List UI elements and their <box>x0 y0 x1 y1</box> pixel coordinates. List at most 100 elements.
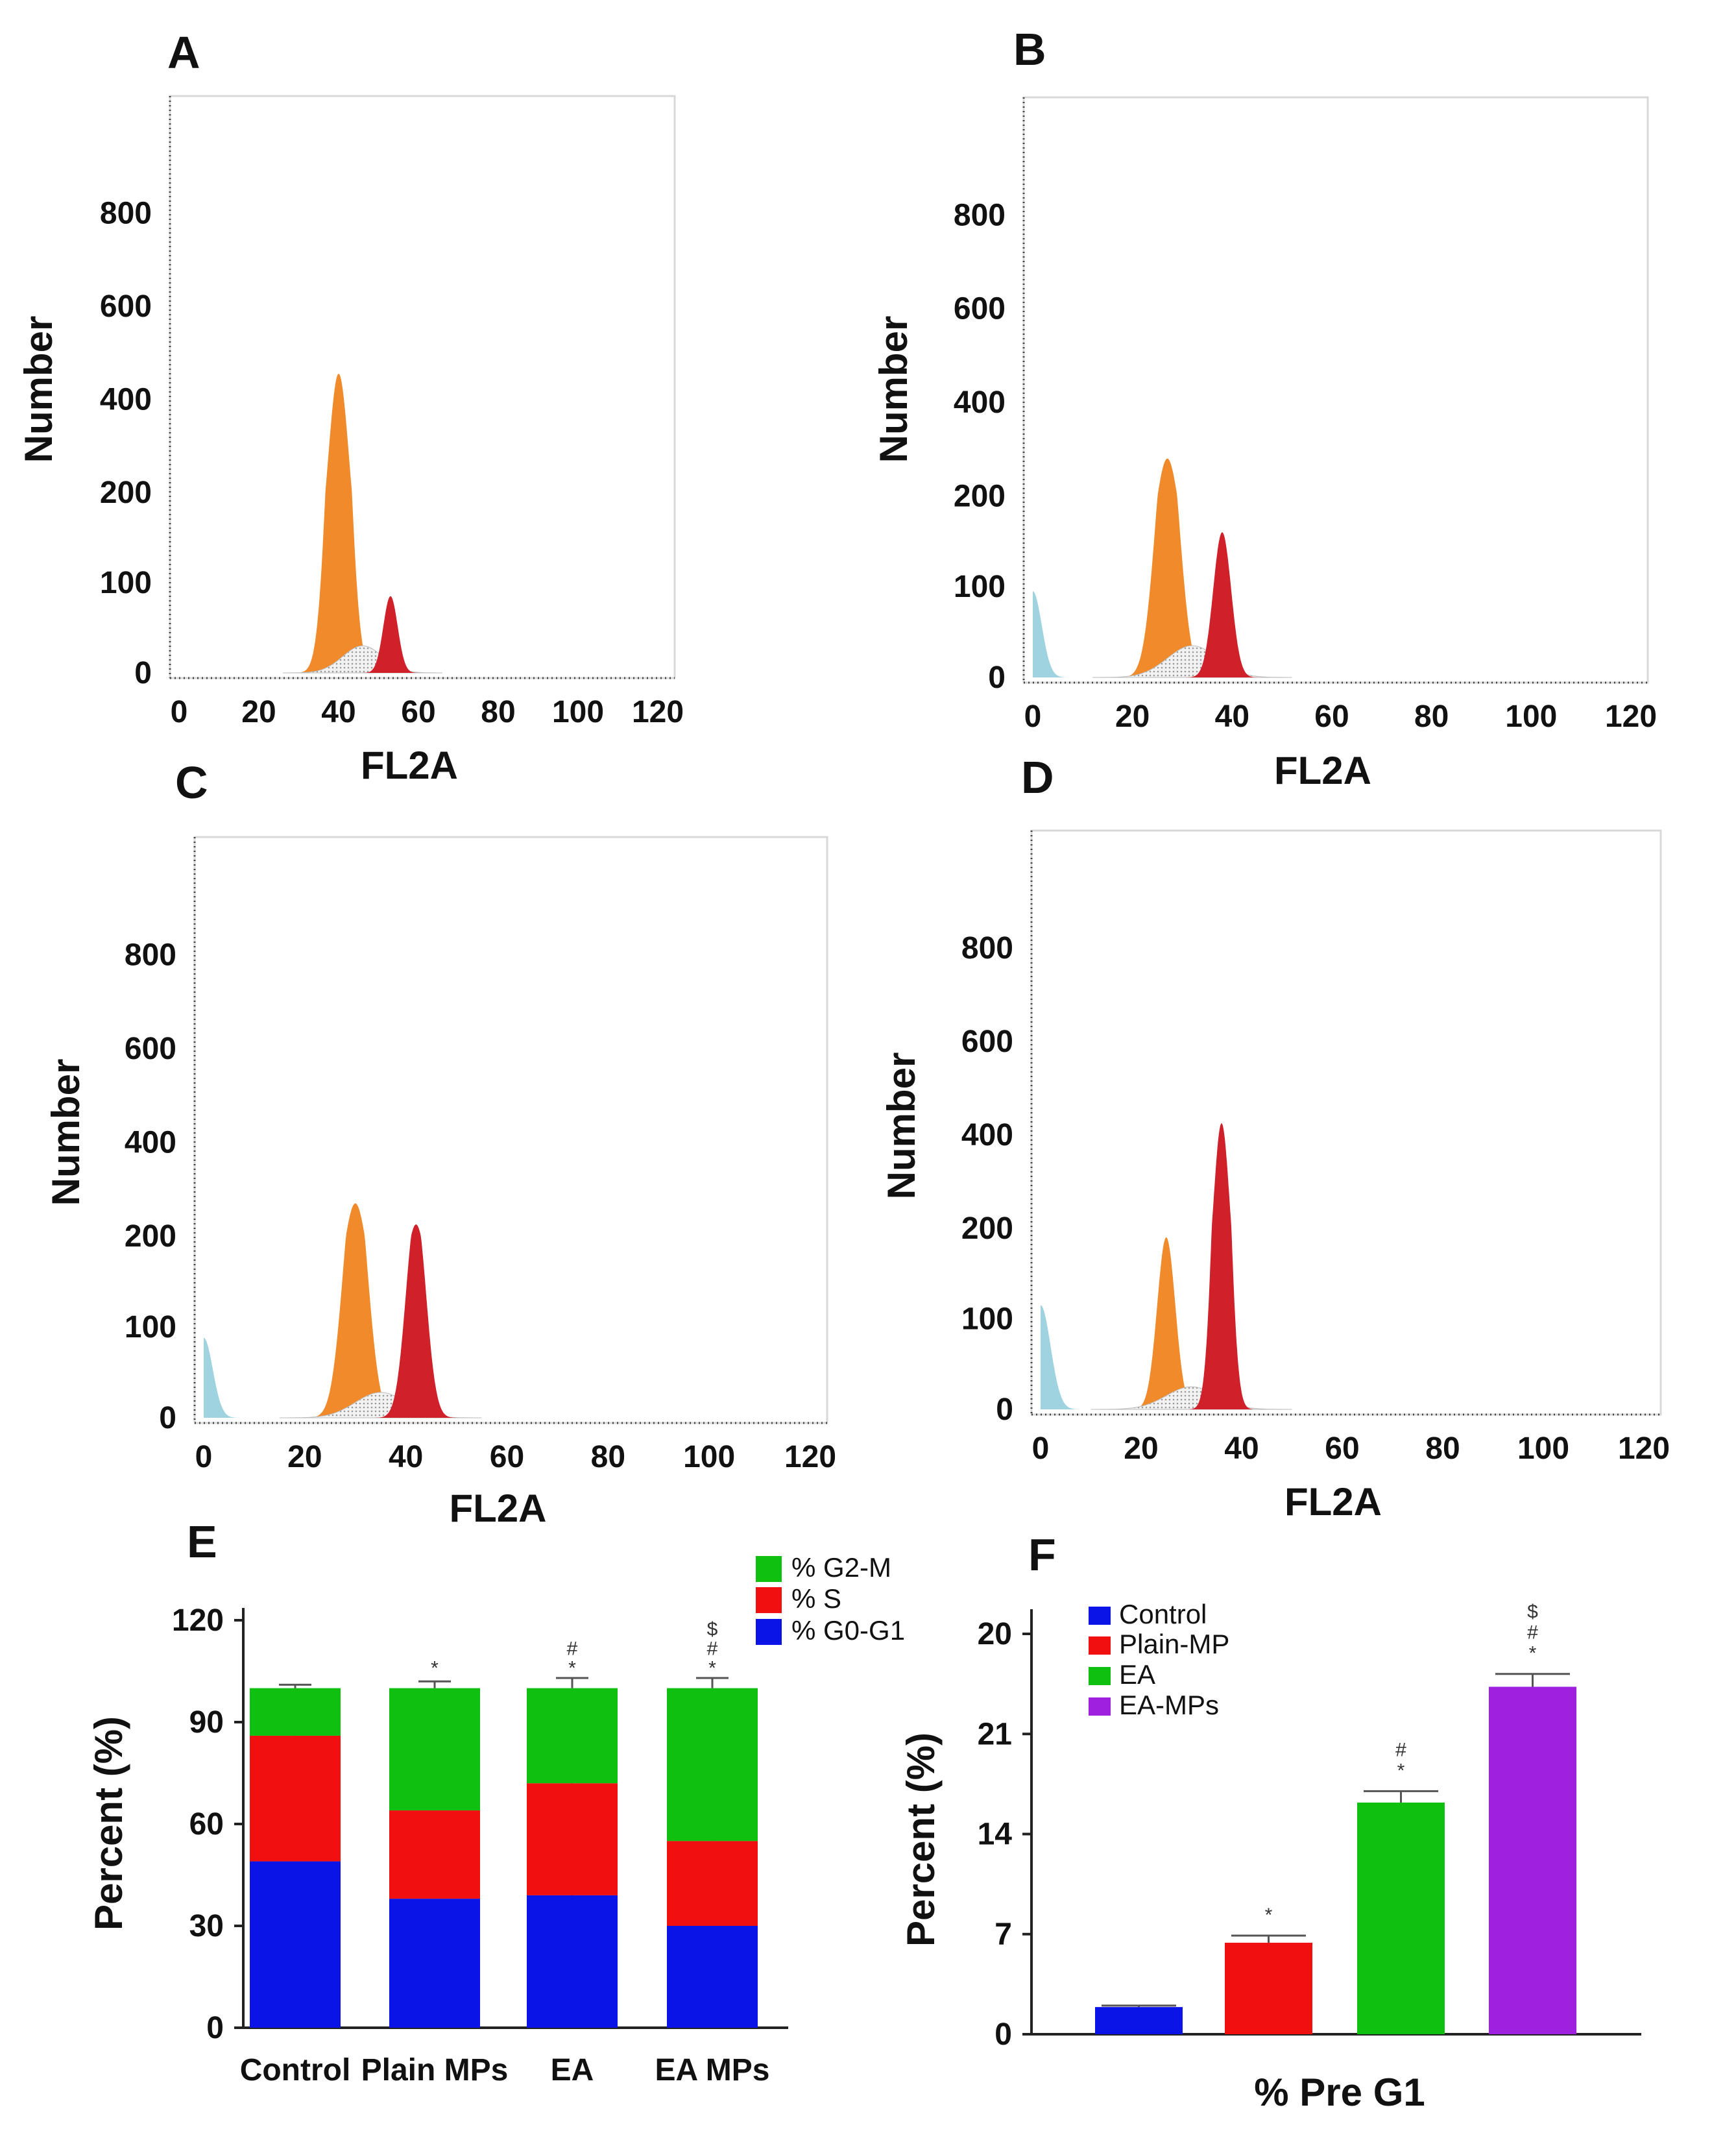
significance-mark: # <box>1527 1622 1538 1644</box>
y-tick-label: 100 <box>100 566 152 600</box>
x-tick-label: Plain MPs <box>361 2053 509 2087</box>
x-tick-label: 80 <box>481 695 515 729</box>
x-tick-label: 120 <box>1605 699 1657 734</box>
x-tick-label: 40 <box>1224 1431 1259 1466</box>
histogram-panel-a: 0 100 200 400 600 800 0 20 40 60 80 100 120 FL2A Numbe… <box>17 95 684 787</box>
panel-letter-d: D <box>1021 752 1054 803</box>
significance-mark: * <box>1529 1643 1537 1664</box>
x-tick-label: 0 <box>171 695 188 729</box>
x-tick-label: 80 <box>1425 1431 1460 1466</box>
g2-m-segment <box>389 1688 480 1811</box>
y-tick-label: 600 <box>100 289 152 324</box>
y-tick-label: 60 <box>189 1807 224 1842</box>
x-tick-label: 40 <box>1215 699 1249 734</box>
x-tick-label: 60 <box>1325 1431 1359 1466</box>
g0-g1-segment <box>250 1861 341 2028</box>
sub-g1-peak <box>204 1337 241 1418</box>
x-tick-label: EA <box>551 2053 594 2087</box>
y-axis-title: Number <box>17 316 60 463</box>
legend-label: % G0-G1 <box>791 1615 905 1646</box>
y-tick-label: 100 <box>954 570 1006 604</box>
y-tick-label: 400 <box>954 385 1006 420</box>
bar <box>1095 2007 1183 2034</box>
y-tick-label: 600 <box>125 1032 176 1066</box>
plot-frame <box>169 95 676 679</box>
y-tick-label: 800 <box>961 931 1013 966</box>
x-tick-label: 0 <box>1024 699 1042 734</box>
g2-m-segment <box>667 1688 758 1842</box>
y-tick-label: 200 <box>961 1211 1013 1246</box>
s-segment <box>667 1841 758 1926</box>
x-tick-label: 20 <box>1124 1431 1158 1466</box>
legend-swatch <box>756 1587 782 1613</box>
s-segment <box>389 1810 480 1899</box>
y-tick-label: 800 <box>100 196 152 230</box>
significance-mark: * <box>568 1658 576 1679</box>
y-tick-label: 200 <box>100 476 152 510</box>
y-tick-label: 600 <box>954 292 1006 326</box>
s-phase-area <box>1091 1386 1292 1410</box>
y-axis-title: Percent (%) <box>899 1733 943 1947</box>
y-tick-label: 20 <box>978 1617 1012 1651</box>
significance-mark: $ <box>1527 1601 1538 1623</box>
x-tick-label: 120 <box>632 695 684 729</box>
g0-g1-segment <box>389 1899 480 2028</box>
plot-frame <box>1030 829 1662 1416</box>
x-axis-title: % Pre G1 <box>1254 2071 1425 2114</box>
y-tick-label: 800 <box>125 938 176 973</box>
g0-g1-peak <box>306 1203 404 1418</box>
y-axis-title: Number <box>880 1052 923 1200</box>
legend-label: % G2-M <box>791 1552 891 1583</box>
x-tick-label: 60 <box>401 695 435 729</box>
y-tick-label: 0 <box>159 1401 176 1435</box>
legend-swatch <box>1089 1667 1111 1685</box>
significance-mark: * <box>431 1658 439 1679</box>
significance-mark: * <box>1265 1904 1273 1926</box>
y-tick-label: 100 <box>125 1310 176 1344</box>
g0-g1-peak <box>1130 1237 1203 1409</box>
panel-letter-f: F <box>1028 1529 1056 1580</box>
y-tick-label: 0 <box>988 661 1006 695</box>
panel-letter-b: B <box>1013 24 1046 75</box>
g2-m-peak <box>1186 532 1259 677</box>
histogram-panel-b: 0 100 200 400 600 800 0 20 40 60 80 100 120 FL2A Numbe… <box>872 96 1657 792</box>
panel-letter-e: E <box>187 1516 217 1567</box>
g0-g1-segment <box>527 1895 618 2028</box>
y-tick-label: 100 <box>961 1302 1013 1337</box>
bar <box>1489 1686 1576 2034</box>
y-axis-title: Number <box>872 316 915 463</box>
x-tick-label: 120 <box>784 1440 836 1474</box>
x-tick-label: 100 <box>552 695 604 729</box>
g0-g1-segment <box>667 1926 758 2028</box>
plot-frame <box>1022 96 1649 684</box>
significance-mark: # <box>567 1638 578 1660</box>
x-tick-label: 80 <box>591 1440 625 1474</box>
g0-g1-peak <box>297 373 380 673</box>
y-tick-label: 200 <box>954 479 1006 513</box>
x-axis-title: FL2A <box>1284 1480 1382 1524</box>
y-tick-label: 0 <box>995 2017 1012 2052</box>
x-tick-label: 0 <box>195 1440 213 1474</box>
y-axis-title: Percent (%) <box>87 1716 130 1930</box>
legend-label: EA-MPs <box>1119 1690 1219 1720</box>
legend-swatch <box>756 1556 782 1582</box>
x-tick-label: 20 <box>287 1440 322 1474</box>
s-phase-area <box>282 645 442 674</box>
g0-g1-peak <box>1119 458 1216 677</box>
x-tick-label: 100 <box>1505 699 1557 734</box>
x-tick-label: 0 <box>1032 1431 1050 1466</box>
x-tick-label: Control <box>240 2053 351 2087</box>
g2-m-segment <box>250 1688 341 1736</box>
x-tick-label: 80 <box>1414 699 1449 734</box>
y-tick-label: 21 <box>978 1717 1012 1751</box>
y-tick-label: 0 <box>206 2011 224 2045</box>
legend-label: % S <box>791 1583 841 1614</box>
s-segment <box>250 1735 341 1862</box>
x-tick-label: 40 <box>321 695 356 729</box>
panel-letter-a: A <box>167 27 200 78</box>
legend-label: Control <box>1119 1599 1207 1629</box>
x-tick-label: 20 <box>241 695 276 729</box>
y-tick-label: 120 <box>172 1603 224 1638</box>
x-tick-label: 120 <box>1618 1431 1670 1466</box>
